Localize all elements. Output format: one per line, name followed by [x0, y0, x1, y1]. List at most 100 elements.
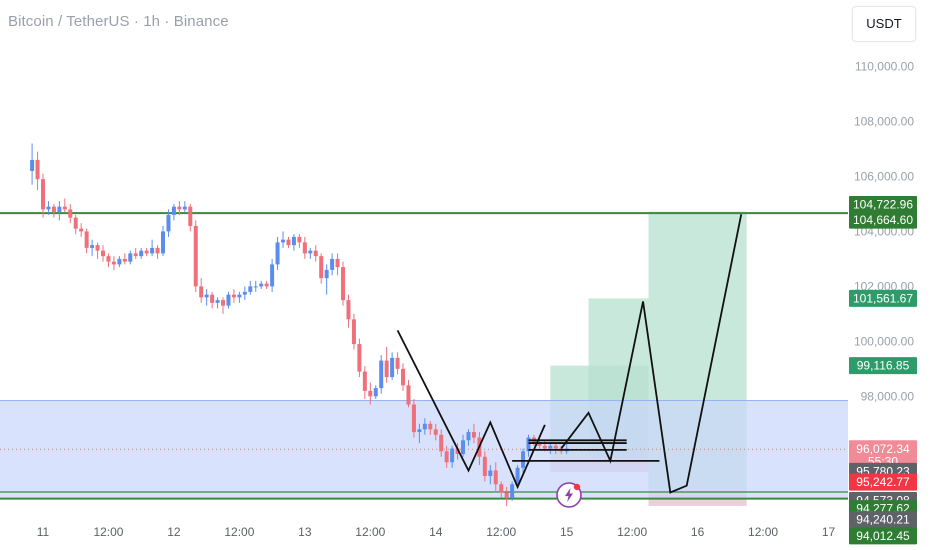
candle[interactable] — [297, 236, 302, 243]
candle[interactable] — [122, 258, 127, 262]
candle[interactable] — [95, 245, 100, 251]
candle[interactable] — [542, 445, 547, 449]
candle[interactable] — [101, 250, 106, 257]
candle[interactable] — [193, 225, 198, 287]
candle[interactable] — [62, 206, 67, 210]
candle[interactable] — [466, 432, 471, 441]
candle[interactable] — [242, 291, 247, 295]
candle[interactable] — [79, 228, 84, 232]
candle[interactable] — [395, 357, 400, 369]
candle[interactable] — [499, 484, 504, 493]
candle[interactable] — [417, 429, 422, 433]
candle[interactable] — [231, 294, 236, 298]
candle[interactable] — [161, 231, 166, 254]
candle[interactable] — [373, 388, 378, 397]
candle[interactable] — [428, 423, 433, 430]
candle[interactable] — [155, 247, 160, 254]
candle[interactable] — [324, 269, 329, 279]
candle[interactable] — [41, 179, 45, 210]
candle[interactable] — [133, 253, 138, 257]
candle[interactable] — [401, 368, 406, 386]
candle[interactable] — [84, 231, 89, 248]
candle[interactable] — [35, 159, 40, 180]
candle[interactable] — [351, 319, 356, 345]
candle[interactable] — [286, 239, 291, 246]
candle[interactable] — [319, 256, 324, 279]
candle[interactable] — [215, 300, 220, 303]
candle[interactable] — [199, 286, 204, 298]
candle[interactable] — [313, 250, 318, 257]
candle[interactable] — [368, 390, 373, 397]
candle[interactable] — [226, 294, 231, 306]
candle[interactable] — [139, 250, 144, 257]
candle[interactable] — [308, 250, 313, 254]
candle[interactable] — [106, 256, 111, 262]
candle[interactable] — [357, 344, 362, 372]
currency-selector[interactable]: USDT — [852, 6, 916, 42]
candle[interactable] — [537, 443, 542, 446]
candle[interactable] — [526, 437, 531, 452]
flash-alert-icon[interactable] — [556, 482, 582, 508]
candle[interactable] — [548, 445, 553, 449]
candle[interactable] — [341, 267, 346, 301]
candle[interactable] — [482, 456, 487, 477]
candle[interactable] — [450, 448, 455, 463]
candle[interactable] — [111, 261, 116, 265]
candle[interactable] — [521, 451, 526, 468]
candle[interactable] — [422, 423, 427, 430]
candle[interactable] — [30, 159, 35, 171]
zigzag-path[interactable] — [396, 329, 546, 490]
candle[interactable] — [281, 239, 286, 243]
candle[interactable] — [51, 206, 56, 213]
candle[interactable] — [128, 253, 133, 262]
candle[interactable] — [433, 429, 438, 435]
candle[interactable] — [264, 283, 269, 287]
candle[interactable] — [275, 242, 280, 265]
candle[interactable] — [57, 206, 62, 213]
candle[interactable] — [504, 492, 509, 499]
candle[interactable] — [73, 217, 78, 229]
candle[interactable] — [210, 294, 215, 303]
candle[interactable] — [444, 451, 449, 463]
candle[interactable] — [346, 300, 351, 320]
candle[interactable] — [553, 445, 558, 449]
candle[interactable] — [390, 357, 395, 378]
candle[interactable] — [439, 434, 444, 452]
candle[interactable] — [515, 467, 520, 485]
candle[interactable] — [248, 286, 253, 292]
candle[interactable] — [461, 440, 466, 455]
candle[interactable] — [270, 264, 275, 287]
candle[interactable] — [237, 294, 242, 298]
candle[interactable] — [510, 484, 515, 499]
candle[interactable] — [335, 258, 340, 268]
candle[interactable] — [144, 250, 149, 254]
candle[interactable] — [455, 448, 460, 455]
candle[interactable] — [171, 206, 176, 215]
candle[interactable] — [330, 258, 335, 270]
candle[interactable] — [379, 360, 384, 389]
candle[interactable] — [188, 206, 193, 226]
candle[interactable] — [259, 283, 264, 287]
candle[interactable] — [384, 360, 389, 378]
candle[interactable] — [291, 236, 296, 246]
candle[interactable] — [117, 258, 122, 265]
candle[interactable] — [471, 432, 476, 438]
candle[interactable] — [411, 404, 416, 433]
candle[interactable] — [488, 470, 493, 477]
candle[interactable] — [221, 300, 226, 306]
candle[interactable] — [150, 247, 155, 254]
candle[interactable] — [302, 242, 307, 254]
zigzag-path[interactable] — [560, 214, 743, 494]
candle[interactable] — [177, 206, 182, 210]
candle[interactable] — [362, 371, 367, 391]
candle[interactable] — [68, 209, 73, 218]
candle[interactable] — [182, 206, 187, 210]
candle[interactable] — [493, 470, 498, 485]
candle[interactable] — [406, 385, 411, 405]
candle[interactable] — [90, 245, 95, 248]
candle[interactable] — [204, 294, 209, 298]
candle[interactable] — [46, 206, 51, 210]
candle[interactable] — [166, 214, 171, 232]
candle[interactable] — [253, 286, 258, 288]
